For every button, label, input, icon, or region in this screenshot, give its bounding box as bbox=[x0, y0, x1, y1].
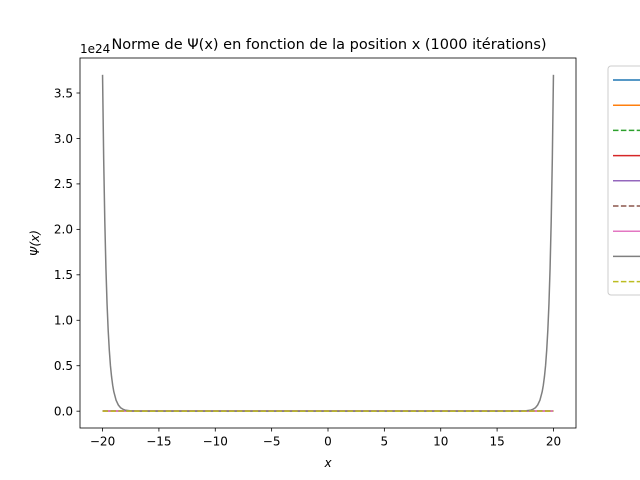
x-tick-label: 10 bbox=[433, 435, 448, 449]
y-tick-label: 3.0 bbox=[54, 132, 73, 146]
y-axis-ticks: 0.0 0.5 1.0 1.5 2.0 2.5 3.0 3.5 bbox=[54, 86, 80, 418]
plot-lines bbox=[101, 74, 555, 412]
x-tick-label: −10 bbox=[203, 435, 228, 449]
x-tick-label: −15 bbox=[146, 435, 171, 449]
x-axis-ticks: −20 −15 −10 −5 0 5 10 15 20 bbox=[90, 428, 561, 449]
y-tick-label: 3.5 bbox=[54, 86, 73, 100]
x-tick-label: −20 bbox=[90, 435, 115, 449]
legend-entries bbox=[613, 79, 640, 283]
y-tick-label: 2.5 bbox=[54, 177, 73, 191]
y-tick-label: 1.0 bbox=[54, 314, 73, 328]
x-tick-label: 0 bbox=[324, 435, 332, 449]
y-tick-label: 2.0 bbox=[54, 223, 73, 237]
x-axis-label: x bbox=[323, 456, 332, 470]
y-axis-label: Ψ(x) bbox=[28, 230, 42, 256]
x-tick-label: 15 bbox=[489, 435, 504, 449]
y-tick-label: 1.5 bbox=[54, 268, 73, 282]
x-tick-label: −5 bbox=[263, 435, 281, 449]
chart-title: Norme de Ψ(x) en fonction de la position… bbox=[111, 37, 546, 53]
x-tick-label: 5 bbox=[381, 435, 389, 449]
y-tick-label: 0.5 bbox=[54, 359, 73, 373]
y-tick-label: 0.0 bbox=[54, 404, 73, 418]
y-offset-label: 1e24 bbox=[80, 42, 110, 56]
x-tick-label: 20 bbox=[546, 435, 561, 449]
legend bbox=[607, 65, 640, 296]
